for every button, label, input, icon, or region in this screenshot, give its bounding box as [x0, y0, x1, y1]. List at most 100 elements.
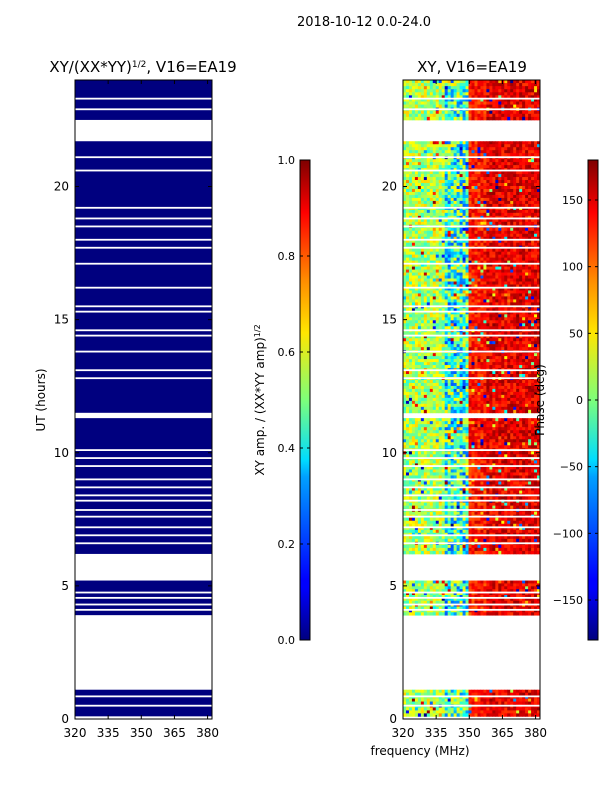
flagged-row [403, 509, 540, 511]
flagged-row [75, 704, 212, 707]
flagged-row [75, 499, 212, 502]
flagged-row [75, 350, 212, 353]
flagged-row [75, 286, 212, 289]
flagged-row [75, 246, 212, 249]
flagged-row [403, 449, 540, 451]
flagged-row [403, 369, 540, 372]
colorbar-tick-label: −50 [560, 461, 583, 474]
y-tick-label: 5 [61, 579, 69, 593]
flagged-row [75, 334, 212, 337]
y-tick-label: 15 [382, 313, 397, 327]
flagged-row [403, 156, 540, 159]
left-y-axis: 0 5 10 15 20 [54, 180, 212, 726]
flagged-row [75, 262, 212, 265]
left-title-sup: 1/2 [132, 60, 146, 70]
right-panel-title: XY, V16=EA19 [417, 58, 527, 76]
data-band [403, 689, 540, 717]
flagged-row [75, 526, 212, 529]
data-band [403, 418, 540, 555]
x-tick-label: 320 [64, 726, 87, 740]
flagged-row [403, 457, 540, 459]
flagged-row [75, 509, 212, 511]
data-band [75, 141, 212, 413]
y-tick-label: 20 [382, 180, 397, 194]
x-tick-label: 365 [491, 726, 514, 740]
left-panel-title: XY/(XX*YY)1/2, V16=EA19 [49, 58, 236, 76]
left-cb-label-main: XY amp. / (XX*YY amp) [253, 337, 267, 475]
flagged-row [403, 246, 540, 249]
flagged-row [75, 329, 212, 332]
y-tick-label: 0 [61, 712, 69, 726]
left-colorbar-axis: 0.0 0.2 0.4 0.6 0.8 1.0 [278, 154, 310, 647]
left-cb-label-sup: 1/2 [253, 324, 262, 337]
flagged-row [75, 369, 212, 372]
flagged-row [75, 542, 212, 545]
flagged-row [403, 534, 540, 537]
flagged-row [75, 97, 212, 100]
flagged-row [75, 156, 212, 159]
flagged-row [75, 238, 212, 241]
flagged-row [75, 108, 212, 111]
flagged-row [75, 206, 212, 209]
left-colorbar-label: XY amp. / (XX*YY amp)1/2 [253, 324, 268, 475]
data-band [75, 418, 212, 554]
y-axis-label: UT (hours) [34, 368, 48, 431]
data-band [75, 80, 212, 120]
data-band [75, 689, 212, 717]
y-tick-label: 0 [389, 712, 397, 726]
left-colorbar [299, 159, 311, 641]
flagged-row [403, 704, 540, 707]
flagged-row [75, 478, 212, 481]
flagged-row [403, 286, 540, 289]
left-x-axis: 320 335 350 365 380 [64, 80, 219, 740]
colorbar-tick-label: 1.0 [278, 154, 296, 167]
flagged-row [403, 603, 540, 606]
flagged-row [403, 515, 540, 518]
left-title-main: XY/(XX*YY) [49, 58, 132, 76]
figure-suptitle: 2018-10-12 0.0-24.0 [297, 15, 431, 30]
flagged-row [403, 377, 540, 380]
right-plot-frame [402, 79, 541, 720]
flagged-row [75, 608, 212, 611]
flagged-row [75, 217, 212, 220]
flagged-row [403, 169, 540, 172]
y-tick-label: 5 [389, 579, 397, 593]
flagged-row [403, 206, 540, 209]
colorbar-tick-label: 150 [562, 194, 583, 207]
x-tick-label: 380 [524, 726, 547, 740]
flagged-row [403, 108, 540, 111]
flagged-row [75, 169, 212, 172]
flagged-row [75, 515, 212, 518]
y-tick-label: 10 [54, 446, 69, 460]
flagged-row [75, 534, 212, 537]
flagged-row [75, 457, 212, 459]
flagged-row [403, 478, 540, 481]
flagged-row [403, 494, 540, 497]
flagged-row [403, 217, 540, 220]
colorbar-tick-label: 0.4 [278, 442, 296, 455]
data-band [403, 80, 540, 121]
x-tick-label: 380 [196, 726, 219, 740]
data-band [403, 141, 540, 414]
flagged-row [75, 305, 212, 308]
x-axis-label: frequency (MHz) [370, 744, 469, 758]
flagged-row [403, 499, 540, 502]
x-tick-label: 350 [458, 726, 481, 740]
colorbar-tick-label: 100 [562, 261, 583, 274]
x-tick-label: 335 [97, 726, 120, 740]
flagged-row [403, 486, 540, 489]
flagged-row [75, 596, 212, 599]
x-tick-label: 365 [163, 726, 186, 740]
flagged-row [403, 526, 540, 529]
flagged-row [75, 465, 212, 467]
colorbar-tick-label: −150 [553, 594, 583, 607]
flagged-row [403, 334, 540, 337]
flagged-row [75, 695, 212, 698]
colorbar-tick-label: 0 [576, 394, 583, 407]
flagged-row [75, 603, 212, 606]
flagged-row [403, 591, 540, 594]
flagged-row [75, 449, 212, 451]
colorbar-tick-label: 0.0 [278, 634, 296, 647]
y-tick-label: 10 [382, 446, 397, 460]
left-plot-frame [74, 79, 213, 720]
